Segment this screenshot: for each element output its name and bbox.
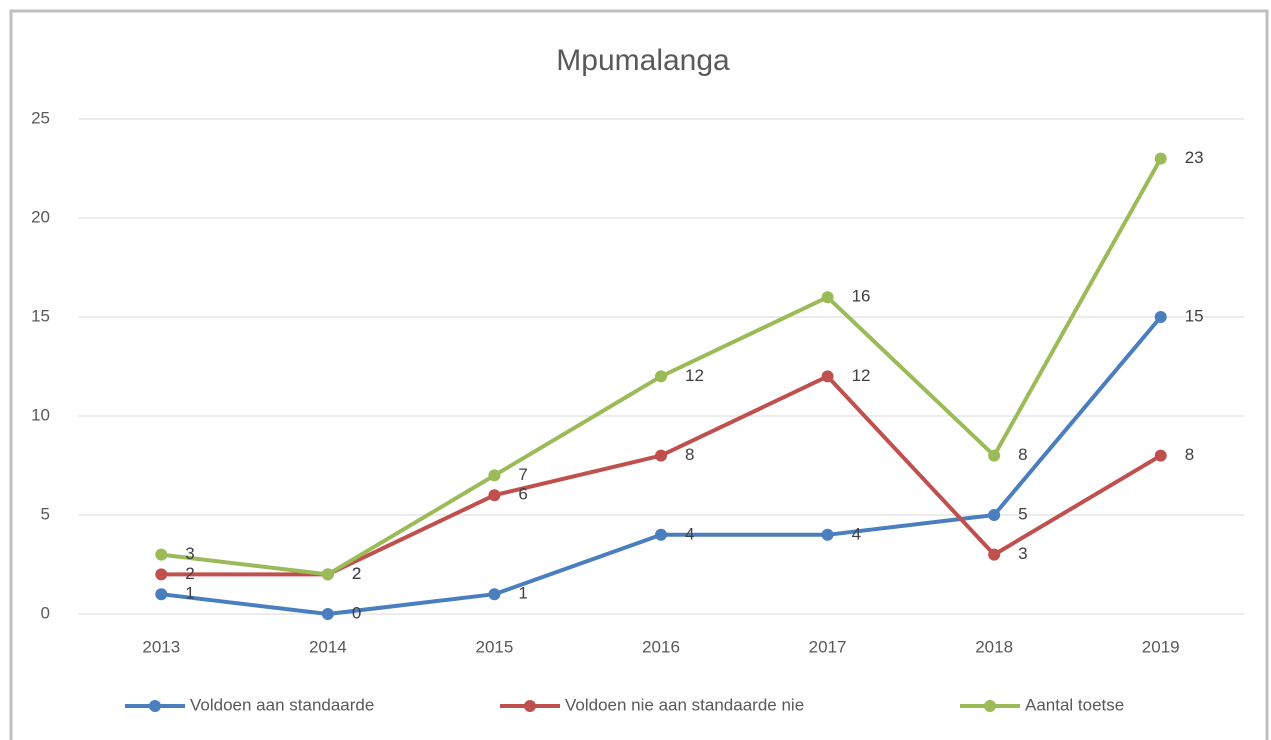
legend-marker (149, 700, 161, 712)
data-label: 16 (852, 287, 871, 306)
point (155, 568, 168, 581)
y-tick-label: 5 (41, 504, 50, 523)
data-label: 2 (185, 564, 194, 583)
data-label: 3 (185, 544, 194, 563)
data-label: 8 (1018, 445, 1027, 464)
point (655, 528, 667, 541)
data-label: 1 (518, 584, 527, 603)
point (821, 370, 834, 383)
point (1154, 152, 1167, 165)
point (988, 509, 1001, 521)
legend-label: Voldoen aan standaarde (190, 695, 374, 714)
point (988, 449, 1001, 462)
legend-marker (984, 700, 996, 712)
point (1154, 449, 1167, 462)
point (821, 291, 834, 304)
x-tick-label: 2013 (142, 637, 180, 656)
y-tick-label: 25 (31, 108, 50, 127)
x-tick-label: 2014 (309, 637, 347, 656)
x-tick-label: 2019 (1142, 637, 1180, 656)
point (155, 548, 168, 561)
data-label: 2 (352, 564, 361, 583)
y-tick-label: 0 (41, 603, 50, 622)
data-label: 23 (1185, 148, 1204, 167)
point (488, 469, 501, 482)
point (655, 370, 667, 383)
data-label: 0 (352, 603, 361, 622)
data-label: 5 (1018, 504, 1027, 523)
y-tick-label: 10 (31, 405, 50, 424)
point (1154, 311, 1167, 323)
x-tick-label: 2015 (476, 637, 514, 656)
data-label: 8 (1185, 445, 1194, 464)
x-tick-label: 2018 (975, 637, 1013, 656)
data-label: 4 (852, 524, 861, 543)
data-label: 15 (1185, 306, 1204, 325)
x-tick-label: 2017 (809, 637, 847, 656)
data-label: 7 (518, 465, 527, 484)
x-tick-label: 2016 (642, 637, 680, 656)
point (655, 449, 667, 462)
point (488, 588, 501, 601)
point (321, 568, 334, 581)
y-tick-label: 20 (31, 207, 50, 226)
data-label: 2 (352, 564, 361, 583)
legend-label: Aantal toetse (1025, 695, 1124, 714)
data-label: 1 (185, 584, 194, 603)
point (821, 528, 834, 541)
point (155, 588, 168, 601)
legend-marker (524, 700, 536, 712)
data-label: 4 (685, 524, 694, 543)
data-label: 8 (685, 445, 694, 464)
point (321, 608, 334, 620)
data-label: 12 (685, 366, 704, 385)
chart-title: Mpumalanga (556, 44, 730, 77)
data-label: 6 (518, 485, 527, 504)
chart-frame (9, 9, 1269, 740)
data-label: 3 (1018, 544, 1027, 563)
point (488, 489, 501, 502)
data-label: 12 (852, 366, 871, 385)
y-tick-label: 15 (31, 306, 50, 325)
point (988, 548, 1001, 561)
legend-label: Voldoen nie aan standaarde nie (565, 695, 804, 714)
